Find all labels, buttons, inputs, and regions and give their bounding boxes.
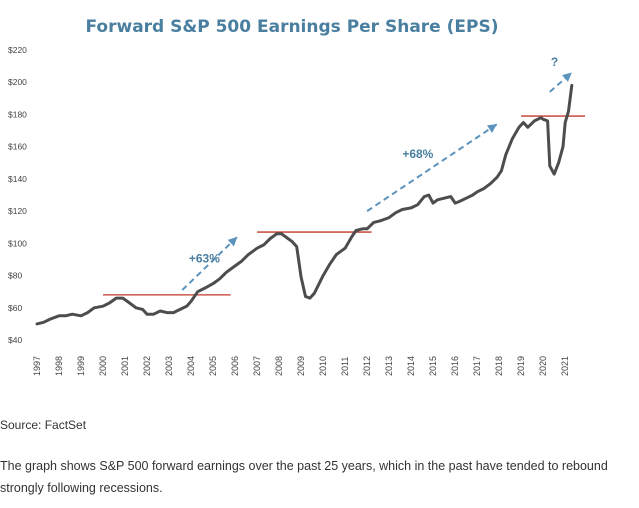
x-tick-label: 2019 [516,356,526,376]
eps-chart: Forward S&P 500 Earnings Per Share (EPS)… [8,17,586,376]
x-tick-label: 2006 [230,356,240,376]
x-tick-label: 1998 [54,356,64,376]
trend-arrow-head [227,236,238,247]
trend-arrow-line [366,123,498,212]
x-axis: 1997 1998 1999 2000 2001 2002 2003 2004 2005 2006… [32,356,570,376]
y-axis: $40 $60 $80 $100 $120 $140 $160 $180 $200 $220 [8,45,27,345]
y-tick-label: $60 [8,303,22,313]
x-tick-label: 2005 [208,356,218,376]
annotations: +63% +68%? [189,55,558,266]
x-tick-label: 2013 [384,356,394,376]
x-tick-label: 2020 [538,356,548,376]
y-tick-label: $100 [8,238,27,248]
growth-annotation: +68% [402,147,433,161]
growth-annotation: ? [551,55,558,69]
x-tick-label: 2008 [274,356,284,376]
x-tick-label: 2012 [362,356,372,376]
reference-lines [103,115,586,296]
x-tick-label: 2018 [494,356,504,376]
x-tick-label: 2004 [186,356,196,376]
y-tick-label: $160 [8,142,27,152]
y-tick-label: $40 [8,335,22,345]
eps-series-line [35,83,574,326]
trend-arrow-line [181,236,238,291]
y-tick-label: $140 [8,174,27,184]
y-tick-label: $200 [8,77,27,87]
x-tick-label: 2000 [98,356,108,376]
y-tick-label: $80 [8,271,22,281]
trend-arrow-head [486,124,497,133]
y-tick-label: $220 [8,45,27,55]
x-tick-label: 2007 [252,356,262,376]
x-tick-label: 2021 [560,356,570,376]
x-tick-label: 2009 [296,356,306,376]
x-tick-label: 2010 [318,356,328,376]
x-tick-label: 2002 [142,356,152,376]
source-label: Source: FactSet [0,418,87,432]
x-tick-label: 2017 [472,356,482,376]
x-tick-label: 2011 [340,357,350,376]
x-tick-label: 2016 [450,356,460,376]
growth-annotation: +63% [189,252,220,266]
x-tick-label: 2003 [164,356,174,376]
x-tick-label: 2014 [406,356,416,376]
chart-title: Forward S&P 500 Earnings Per Share (EPS) [86,17,499,37]
trend-arrow-head [562,72,572,82]
x-tick-label: 1999 [76,356,86,376]
trend-arrows [181,71,573,291]
x-tick-label: 2001 [120,356,130,376]
x-tick-label: 1997 [32,356,42,376]
y-tick-label: $180 [8,109,27,119]
y-tick-label: $120 [8,206,27,216]
x-tick-label: 2015 [428,356,438,376]
chart-caption: The graph shows S&P 500 forward earnings… [0,459,608,495]
